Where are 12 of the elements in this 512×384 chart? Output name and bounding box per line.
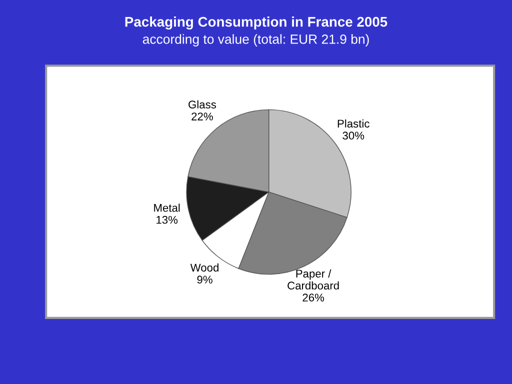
data-label: 26% <box>302 294 324 302</box>
data-label: 22% <box>192 112 213 120</box>
chart-subtitle: according to value (total: EUR 21.9 bn) <box>142 34 369 46</box>
data-label: 9% <box>197 276 212 284</box>
slice-label: Metal <box>154 204 180 212</box>
slice-label: Wood <box>190 263 218 272</box>
slice-label: Glass <box>188 100 216 108</box>
slice-label: Plastic <box>338 119 370 128</box>
data-label: 13% <box>156 216 178 224</box>
slice-label: Paper / Cardboard <box>288 269 339 290</box>
data-label: 30% <box>342 132 364 140</box>
chart-title: Packaging Consumption in France 2005 <box>125 16 388 30</box>
